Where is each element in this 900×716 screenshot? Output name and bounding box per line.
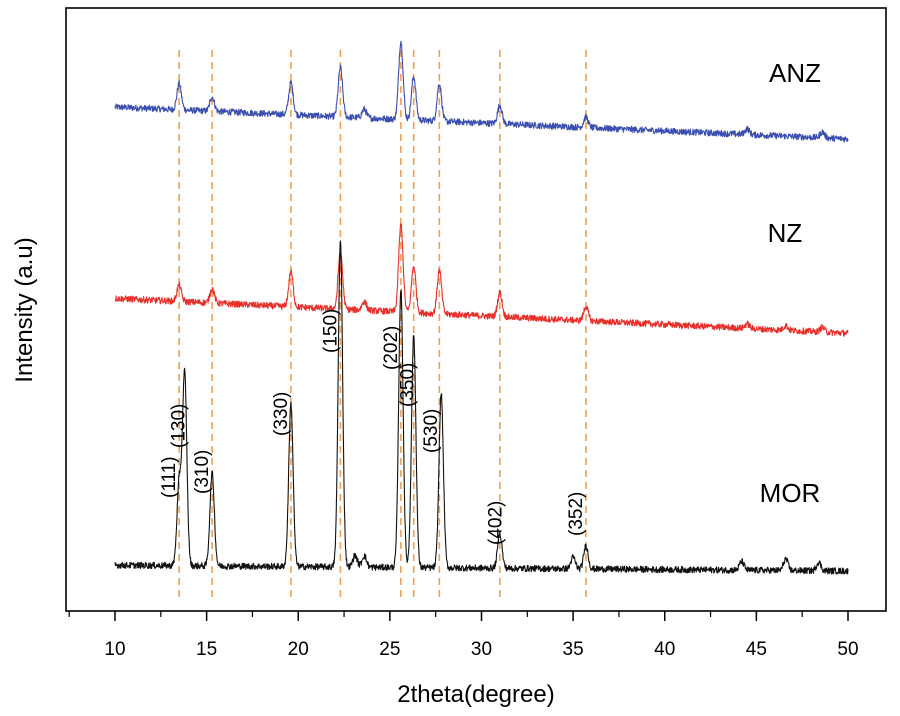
peak-label: (130): [168, 404, 189, 448]
peak-label: (310): [192, 450, 213, 494]
series-layer: [114, 40, 849, 575]
series-line-anz: [114, 40, 849, 143]
x-tick-label: 45: [746, 639, 767, 660]
series-label-mor: MOR: [760, 478, 821, 508]
peak-label: (111): [159, 456, 180, 498]
peak-label: (530): [421, 409, 442, 453]
series-line-mor: [114, 240, 849, 575]
x-tick-label: 15: [196, 639, 217, 660]
peak-label: (150): [320, 309, 341, 353]
x-tick-label: 35: [563, 639, 584, 660]
plot-frame: [65, 7, 887, 612]
series-line-nz: [114, 223, 849, 337]
peak-label: (350): [397, 363, 418, 407]
x-tick-label: 10: [104, 639, 125, 660]
series-label-anz: ANZ: [769, 58, 821, 88]
peak-label: (330): [271, 392, 292, 436]
x-axis-title: 2theta(degree): [397, 681, 554, 708]
peak-label: (202): [381, 326, 402, 370]
series-label-nz: NZ: [768, 218, 803, 248]
x-tick-label: 25: [379, 639, 400, 660]
x-tick-label: 20: [288, 639, 309, 660]
x-tick-label: 40: [654, 639, 675, 660]
peak-label: (352): [566, 492, 587, 536]
x-tick-label: 30: [471, 639, 492, 660]
x-axis: 10 15 20 25 30 35 40 45 50: [68, 611, 859, 660]
peak-label: (402): [485, 501, 506, 545]
x-tick-label: 50: [837, 639, 858, 660]
y-axis-title: Intensity (a.u): [11, 237, 38, 382]
reference-lines: [178, 50, 587, 600]
